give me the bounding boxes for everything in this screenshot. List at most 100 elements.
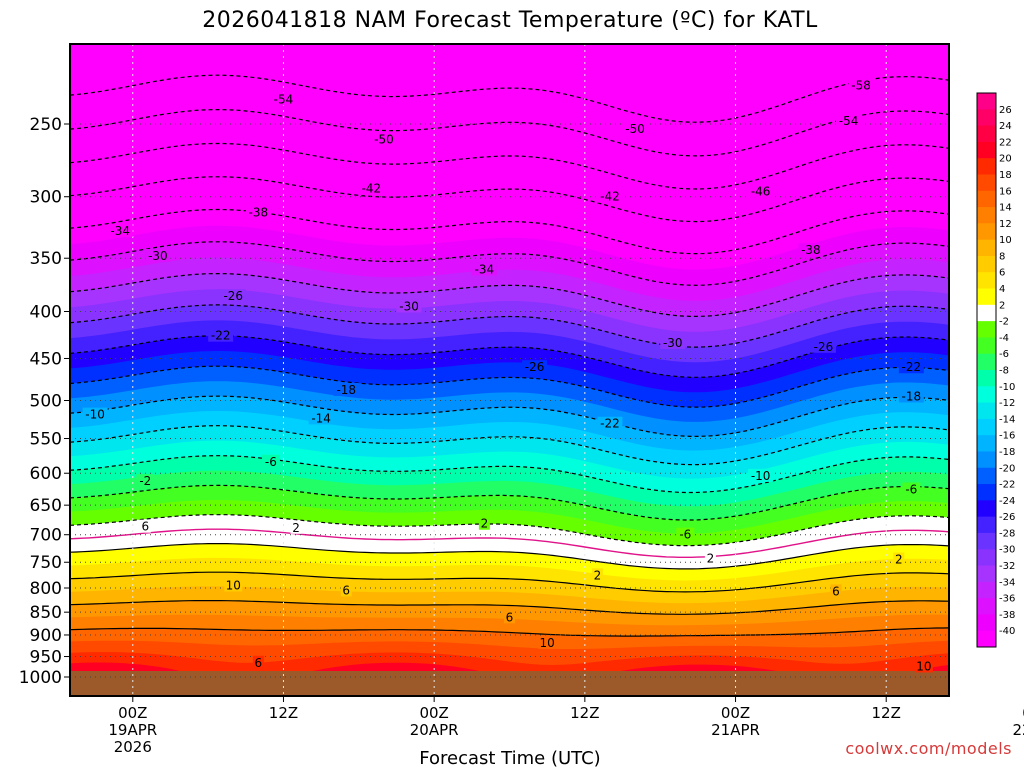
x-axis-label: Forecast Time (UTC) <box>419 748 600 768</box>
contour-label-text: -6 <box>265 455 277 469</box>
contour-label: -50 <box>371 132 397 147</box>
contour-label-text: -34 <box>475 262 495 276</box>
contour-label: 2 <box>704 551 716 566</box>
contour-label-bg <box>597 416 623 430</box>
ytick-label: 600 <box>30 464 62 484</box>
contour-label-text: -46 <box>751 184 771 198</box>
contour-label-bg <box>208 328 234 342</box>
contour-label: -58 <box>848 78 874 93</box>
contour-label-bg <box>371 132 397 146</box>
colorbar-label: 2 <box>999 300 1005 311</box>
y-axis: 250 300 350 400 450 500 550 600 650 700 750 800 850 9… <box>19 115 70 688</box>
xtick-label: 22APR <box>1012 721 1024 739</box>
contour-label-text: 10 <box>540 636 555 650</box>
isotherm--34 <box>70 273 949 317</box>
ytick-label: 550 <box>30 430 62 450</box>
xtick-label: 21APR <box>711 721 760 739</box>
contour-label: 2 <box>290 520 302 535</box>
ytick-label: 500 <box>30 392 62 412</box>
contour-label: 6 <box>252 655 264 670</box>
contour-label: -30 <box>396 299 422 313</box>
contour-label: -38 <box>798 243 824 257</box>
contour-label: -22 <box>898 360 924 374</box>
contour-label-text: -26 <box>223 289 243 303</box>
contour-label: -34 <box>107 224 133 238</box>
colorbar-label: 8 <box>999 251 1005 262</box>
colorbar-label: 18 <box>999 170 1012 181</box>
plot-frame <box>69 43 950 697</box>
contour-label-bg <box>471 262 497 276</box>
isotherm--22 <box>70 365 949 408</box>
contour-label: 6 <box>830 584 842 598</box>
contour-label-text: -42 <box>600 190 620 204</box>
contour-label-text: -10 <box>85 408 105 422</box>
xtick-label: 00Z <box>721 704 750 722</box>
ytick-label: 1000 <box>19 668 62 688</box>
colorbar-label: -12 <box>999 398 1015 409</box>
colorbar-segment <box>977 288 996 306</box>
colorbar-segment <box>977 565 996 583</box>
contour-label: -26 <box>220 289 246 303</box>
contour-label-bg <box>504 610 515 624</box>
colorbar-label: -40 <box>999 626 1015 637</box>
contour-label-text: 10 <box>226 578 241 592</box>
contour-labels: -58 -54 -54 -50 -50 -42 -42 -46 -38 -38 -34 -34 -30 -… <box>82 78 933 673</box>
xtick-label: 00Z <box>118 704 147 722</box>
contour-label: -18 <box>898 389 924 403</box>
colorbar-label: -24 <box>999 496 1015 507</box>
contour-label: -38 <box>245 205 271 219</box>
contour-label-text: 6 <box>506 610 514 624</box>
contour-label: -14 <box>308 411 334 425</box>
colorbar-segment <box>977 255 996 273</box>
isotherm--54 <box>70 109 949 157</box>
isotherm--14 <box>70 425 949 466</box>
contour-label-bg <box>704 551 716 565</box>
colorbar-label: 22 <box>999 137 1012 148</box>
contour-label-text: -6 <box>679 528 691 542</box>
contour-label-bg <box>893 552 905 566</box>
colorbar-segment <box>977 484 996 501</box>
xtick-label: 12Z <box>570 704 599 722</box>
contour-label-bg <box>810 339 836 353</box>
xtick-label: 12Z <box>872 704 901 722</box>
contour-label-text: 2 <box>707 552 715 566</box>
colorbar-label: 14 <box>999 203 1012 214</box>
colorbar-label: -30 <box>999 545 1015 556</box>
contour-label-text: 6 <box>142 520 150 534</box>
contour-label: -6 <box>676 527 695 542</box>
contour-label-bg <box>848 78 874 92</box>
contour-label-bg <box>333 382 359 396</box>
colorbar-segment <box>977 93 996 110</box>
contour-label-bg <box>252 655 264 669</box>
colorbar-segment <box>977 467 996 485</box>
ytick-label: 950 <box>30 648 62 668</box>
isotherm--38 <box>70 241 949 286</box>
contour-label: 2 <box>478 516 490 531</box>
isotherm-2 <box>70 543 949 570</box>
contour-label-text: 6 <box>342 583 350 597</box>
ytick-label: 300 <box>30 188 62 208</box>
colorbar-segment <box>977 549 996 567</box>
colorbar-label: 4 <box>999 284 1005 295</box>
colorbar-label: -38 <box>999 610 1015 621</box>
contour-label-text: 2 <box>594 568 602 582</box>
contour-label: -42 <box>597 189 623 204</box>
contour-label-text: -18 <box>336 383 356 397</box>
contour-label-bg <box>245 205 271 219</box>
contour-label-bg <box>898 389 924 403</box>
contour-label-bg <box>902 482 921 496</box>
contour-label-text: -18 <box>902 389 922 403</box>
colorbar-segment <box>977 630 996 648</box>
contour-label-text: -42 <box>362 182 382 196</box>
contour-label-text: -54 <box>839 114 859 128</box>
colorbar-label: -22 <box>999 480 1015 491</box>
colorbar-segment <box>977 125 996 143</box>
colorbar-label: -20 <box>999 463 1015 474</box>
contour-label-bg <box>478 516 490 530</box>
contour-label: -34 <box>471 262 497 276</box>
xtick-label: 2026 <box>114 738 152 756</box>
colorbar-label: 24 <box>999 121 1012 132</box>
contour-label: -30 <box>145 249 171 263</box>
ytick-label: 450 <box>30 349 62 369</box>
